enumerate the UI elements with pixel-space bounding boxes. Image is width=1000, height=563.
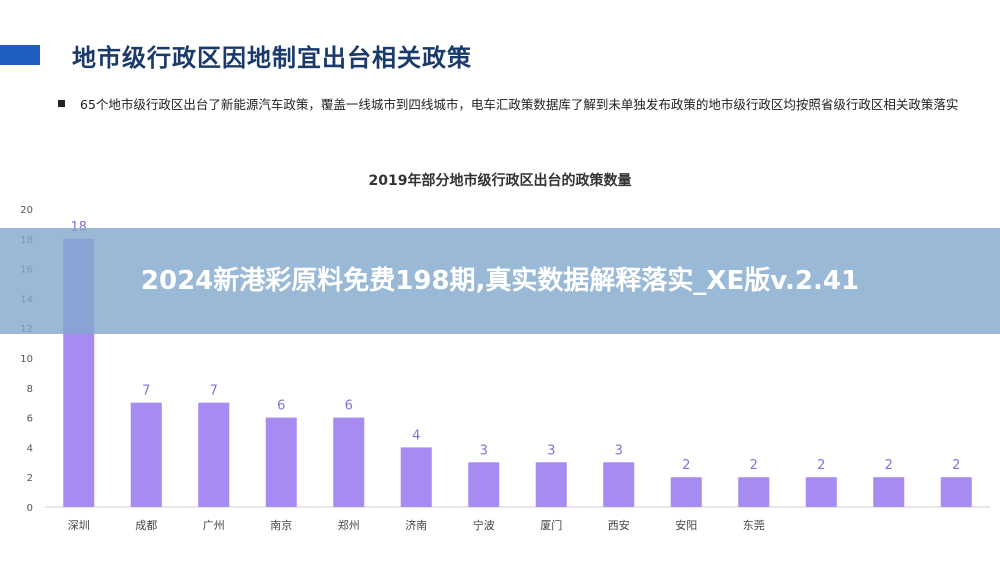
chart-title: 2019年部分地市级行政区出台的政策数量 bbox=[368, 173, 632, 189]
bar bbox=[130, 402, 162, 507]
bar bbox=[265, 417, 297, 507]
page-title: 地市级行政区因地制宜出台相关政策 bbox=[72, 44, 472, 72]
y-tick-label: 20 bbox=[20, 205, 33, 216]
bar-value-label: 6 bbox=[345, 399, 353, 414]
bar bbox=[603, 462, 635, 507]
bar bbox=[468, 462, 500, 507]
bar bbox=[333, 417, 365, 507]
bar-value-label: 7 bbox=[142, 384, 150, 399]
bullet-text: 65个地市级行政区出台了新能源汽车政策，覆盖一线城市到四线城市，电车汇政策数据库… bbox=[80, 97, 959, 112]
y-tick-label: 4 bbox=[27, 443, 33, 454]
x-tick-label: 南京 bbox=[270, 518, 292, 532]
bar bbox=[873, 477, 905, 507]
y-tick-label: 6 bbox=[27, 414, 33, 425]
bar-value-label: 2 bbox=[885, 458, 893, 473]
bar-value-label: 7 bbox=[210, 384, 218, 399]
bullet-marker bbox=[58, 100, 65, 107]
bar bbox=[805, 477, 837, 507]
bar-value-label: 2 bbox=[682, 458, 690, 473]
y-tick-label: 10 bbox=[20, 354, 33, 365]
bar-value-label: 6 bbox=[277, 399, 285, 414]
bar-value-label: 3 bbox=[615, 443, 623, 458]
bar-value-label: 2 bbox=[817, 458, 825, 473]
bar bbox=[670, 477, 702, 507]
bar bbox=[400, 447, 432, 507]
x-tick-label: 宁波 bbox=[473, 518, 495, 532]
bar bbox=[198, 402, 230, 507]
x-tick-label: 郑州 bbox=[338, 518, 360, 532]
banner-text: 2024新港彩原料免费198期,真实数据解释落实_XE版v.2.41 bbox=[140, 266, 860, 296]
bar-chart: 0246810121416182018深圳7成都7广州6南京6郑州4济南3宁波3… bbox=[20, 205, 990, 532]
x-tick-label: 厦门 bbox=[540, 518, 562, 532]
bar-value-label: 2 bbox=[952, 458, 960, 473]
bar bbox=[535, 462, 567, 507]
y-tick-label: 8 bbox=[27, 384, 33, 395]
x-tick-label: 安阳 bbox=[675, 518, 697, 532]
x-tick-label: 深圳 bbox=[68, 519, 90, 532]
bar-value-label: 4 bbox=[412, 428, 420, 443]
y-tick-label: 0 bbox=[27, 503, 33, 514]
bar bbox=[738, 477, 770, 507]
x-tick-label: 东莞 bbox=[743, 519, 765, 532]
title-accent-bar bbox=[0, 45, 40, 65]
x-tick-label: 成都 bbox=[135, 519, 157, 532]
bar-value-label: 3 bbox=[480, 443, 488, 458]
x-tick-label: 广州 bbox=[203, 519, 225, 532]
bar bbox=[940, 477, 972, 507]
x-tick-label: 西安 bbox=[608, 518, 630, 532]
bar-value-label: 3 bbox=[547, 443, 555, 458]
bar-value-label: 2 bbox=[750, 458, 758, 473]
overlay-banner: 2024新港彩原料免费198期,真实数据解释落实_XE版v.2.41 bbox=[0, 228, 1000, 334]
x-tick-label: 济南 bbox=[405, 518, 427, 532]
y-tick-label: 2 bbox=[27, 473, 33, 484]
